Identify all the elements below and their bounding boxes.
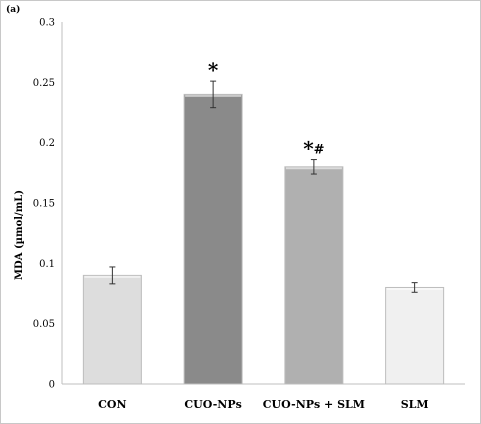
x-tick-label: CUO-NPs — [184, 398, 241, 411]
y-tick-label: 0.3 — [39, 18, 55, 29]
bar — [284, 166, 344, 385]
significance-star: * — [208, 58, 219, 82]
x-tick-label: SLM — [401, 398, 429, 411]
x-tick-labels: CON CUO-NPs CUO-NPs + SLM SLM — [98, 398, 428, 411]
y-tick-label: 0.05 — [33, 319, 55, 330]
y-tick-labels: 0 0.05 0.1 0.15 0.2 0.25 0.3 — [33, 18, 55, 391]
y-tick-label: 0.1 — [39, 259, 55, 270]
bar — [82, 274, 142, 385]
x-tick-label: CON — [98, 398, 126, 411]
y-tick-label: 0.2 — [39, 138, 55, 149]
significance-star: * — [303, 137, 314, 161]
bars: **# — [82, 58, 445, 385]
y-axis-label: MDA (µmol/mL) — [14, 190, 25, 280]
y-tick-label: 0.25 — [33, 78, 55, 89]
significance-marker: * — [208, 58, 219, 82]
x-tick-label: CUO-NPs + SLM — [263, 398, 365, 411]
y-tick-label: 0 — [49, 380, 55, 391]
bar — [183, 93, 243, 385]
bar — [385, 286, 445, 385]
panel-label: (a) — [6, 4, 20, 15]
y-tick-label: 0.15 — [33, 199, 55, 210]
significance-marker: *# — [303, 137, 324, 161]
significance-hash: # — [314, 143, 325, 158]
